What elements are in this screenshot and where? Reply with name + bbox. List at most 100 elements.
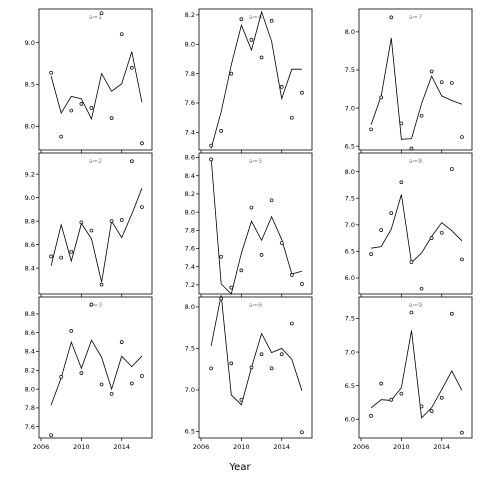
x-tick-label: 2010	[393, 443, 410, 451]
y-tick-label: 6.5	[345, 382, 355, 390]
panel-2: 7.4 7.6 7.8 8.0 8.2 a=4	[185, 8, 313, 153]
panel-3: 6.5 7.0 7.5 8.0 a=7	[345, 8, 473, 153]
data-point	[460, 430, 464, 435]
x-tick-label: 2006	[193, 443, 210, 451]
y-tick-label: 7.4	[185, 263, 195, 271]
y-tick-label: 9.2	[25, 170, 35, 178]
data-point	[49, 70, 53, 75]
panel-frame	[38, 152, 153, 295]
y-tick-label: 8.2	[185, 11, 195, 19]
data-point	[239, 17, 244, 22]
series-line	[370, 330, 463, 419]
data-point	[259, 352, 264, 357]
y-tick-label: 7.5	[185, 345, 195, 353]
y-tick-label: 8.5	[25, 81, 35, 89]
data-point	[129, 65, 134, 70]
data-point	[49, 254, 53, 259]
data-point	[140, 205, 144, 209]
data-point	[249, 37, 254, 42]
series-line	[210, 157, 303, 295]
data-point	[300, 90, 304, 95]
data-point	[259, 253, 264, 257]
y-tick-label: 7.5	[345, 66, 355, 74]
data-point	[449, 311, 454, 316]
data-point	[89, 228, 94, 233]
x-axis-label: Year	[228, 462, 251, 473]
data-point	[99, 282, 104, 287]
data-point	[389, 15, 394, 20]
data-point	[419, 113, 424, 118]
data-point	[269, 366, 274, 371]
panel-5: 7.2 7.4 7.6 7.8 8.0 8.2 8.4 8.6 a=5	[185, 152, 313, 297]
y-tick-label: 8.0	[345, 168, 355, 176]
data-point	[389, 397, 394, 402]
data-point	[409, 310, 414, 315]
data-point	[109, 219, 114, 223]
data-point	[439, 230, 444, 235]
data-point	[209, 143, 213, 148]
data-point	[449, 81, 454, 85]
data-point	[279, 84, 284, 89]
data-point	[209, 157, 213, 162]
panel-label: a=7	[409, 13, 423, 21]
series-line	[210, 295, 303, 406]
panel-label: a=2	[89, 157, 103, 165]
data-point	[399, 180, 404, 185]
panels-group: 8.0 8.5 9.0 a=1 7.4 7.6 7.8 8.0 8.2 a=4 6.5 7.0 7.5 8…	[25, 8, 473, 451]
series-line	[50, 339, 143, 406]
data-point	[89, 302, 94, 307]
data-point	[239, 397, 244, 402]
data-point	[379, 381, 384, 386]
data-point	[429, 236, 434, 240]
data-point	[219, 129, 224, 133]
panel-4: 8.4 8.6 8.8 9.0 9.2 a=2	[25, 152, 153, 297]
data-point	[449, 167, 454, 171]
y-tick-label: 6.5	[185, 428, 195, 436]
y-tick-label: 7.5	[345, 315, 355, 323]
y-tick-label: 8.2	[25, 367, 35, 375]
data-point	[59, 134, 64, 139]
data-point	[369, 413, 373, 418]
data-point	[409, 146, 414, 151]
data-point	[140, 141, 144, 146]
data-point	[289, 321, 294, 326]
data-point	[399, 121, 404, 126]
data-point	[229, 361, 234, 366]
y-tick-label: 8.6	[185, 154, 195, 162]
data-point	[460, 257, 464, 262]
data-point	[140, 374, 144, 378]
data-point	[119, 340, 124, 344]
y-tick-label: 7.8	[25, 404, 35, 412]
y-tick-label: 7.2	[185, 281, 195, 289]
data-point	[129, 159, 134, 164]
data-point	[439, 395, 444, 400]
data-point	[99, 382, 104, 387]
panel-label: a=8	[409, 157, 423, 165]
y-tick-label: 6.0	[345, 274, 355, 282]
data-point	[409, 260, 414, 264]
data-point	[429, 409, 434, 413]
data-point	[389, 211, 394, 215]
data-point	[89, 106, 94, 110]
data-point	[289, 273, 294, 277]
panel-label: a=1	[89, 13, 103, 21]
y-tick-label: 8.6	[25, 241, 35, 249]
y-tick-label: 7.8	[185, 70, 195, 78]
panel-frame	[358, 8, 473, 151]
series-line	[370, 37, 463, 140]
panel-6: 6.0 6.5 7.0 7.5 8.0 a=8	[345, 152, 473, 297]
x-tick-label: 2010	[233, 443, 250, 451]
data-point	[79, 101, 84, 106]
data-point	[99, 11, 104, 16]
panel-label: a=4	[249, 13, 263, 21]
data-point	[209, 366, 213, 371]
y-tick-label: 6.5	[345, 248, 355, 256]
panel-frame	[358, 152, 473, 295]
y-tick-label: 8.4	[25, 264, 35, 272]
series-line	[50, 188, 143, 283]
data-point	[69, 108, 74, 113]
y-tick-label: 8.8	[25, 310, 35, 318]
data-point	[460, 135, 464, 139]
y-tick-label: 7.5	[345, 194, 355, 202]
data-point	[279, 241, 284, 245]
